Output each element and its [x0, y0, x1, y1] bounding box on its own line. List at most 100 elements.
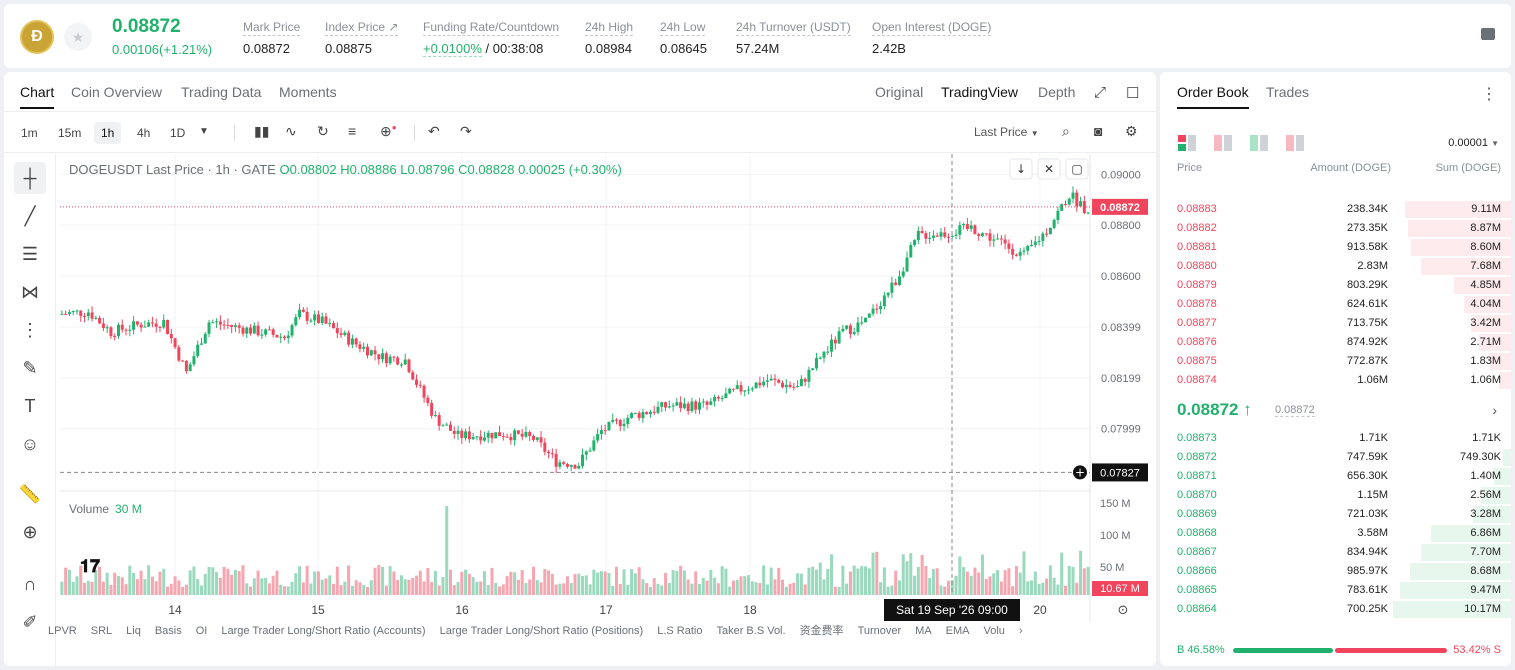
expand-icon[interactable]: ⤢ — [1094, 84, 1107, 101]
view-both-icon[interactable] — [1178, 135, 1196, 151]
search-icon[interactable]: ⌕ — [1062, 123, 1070, 139]
indicator-item[interactable]: Large Trader Long/Short Ratio (Positions… — [439, 625, 644, 637]
ask-row[interactable]: 0.08879 803.29K 4.85M — [1160, 276, 1511, 295]
ask-row[interactable]: 0.08881 913.58K 8.60M — [1160, 238, 1511, 257]
templates-icon[interactable]: ≡ — [348, 123, 357, 139]
volume-bar — [120, 577, 124, 595]
timeframe-1h[interactable]: 1h — [94, 122, 122, 144]
timeframe-dropdown-icon[interactable]: ▼ — [199, 126, 209, 137]
candle-body — [241, 327, 245, 334]
ask-row[interactable]: 0.08874 1.06M 1.06M — [1160, 371, 1511, 390]
bid-row[interactable]: 0.08865 783.61K 9.47M — [1160, 581, 1511, 600]
candle-type-icon[interactable]: ▮▮ — [254, 123, 270, 139]
tab-coin-overview[interactable]: Coin Overview — [71, 84, 163, 100]
stat-index-price[interactable]: Index Price ↗ 0.08875 — [325, 20, 399, 56]
bid-row[interactable]: 0.08868 3.58M 6.86M — [1160, 524, 1511, 543]
brush-icon[interactable]: ✎ — [22, 358, 38, 378]
favorite-star-icon[interactable]: ★ — [64, 23, 92, 51]
indicator-item[interactable]: MA — [915, 625, 932, 637]
ask-row[interactable]: 0.08877 713.75K 3.42M — [1160, 314, 1511, 333]
candle-body — [724, 393, 728, 399]
candle-body — [637, 412, 641, 419]
view-bids-icon[interactable] — [1250, 135, 1268, 151]
timeframe-15m[interactable]: 15m — [58, 126, 82, 140]
indicator-item[interactable]: Taker B.S Vol. — [716, 625, 786, 637]
candle-body — [558, 462, 562, 467]
redo-icon[interactable]: ↷ — [460, 123, 472, 139]
ruler-icon[interactable]: 📏 — [18, 484, 42, 504]
bid-row[interactable]: 0.08869 721.03K 3.28M — [1160, 505, 1511, 524]
gear-icon[interactable]: ⚙ — [1125, 123, 1138, 139]
tab-chart[interactable]: Chart — [20, 84, 55, 109]
magnet-icon[interactable]: ∩ — [23, 574, 37, 594]
ask-row[interactable]: 0.08875 772.87K 1.83M — [1160, 352, 1511, 371]
camera-icon[interactable]: ◙ — [1094, 123, 1103, 139]
tab-order-book[interactable]: Order Book — [1177, 84, 1249, 109]
ask-row[interactable]: 0.08880 2.83M 7.68M — [1160, 257, 1511, 276]
view-tradingview[interactable]: TradingView — [941, 84, 1019, 100]
pencil-lock-icon[interactable]: ✐ — [22, 612, 38, 632]
replay-icon[interactable]: ↻ — [317, 123, 329, 139]
view-asks-icon[interactable] — [1214, 135, 1232, 151]
tab-moments[interactable]: Moments — [279, 84, 337, 100]
indicators-icon[interactable]: ∿ — [285, 123, 297, 139]
y-tick-label: 0.08800 — [1101, 220, 1141, 232]
fibonacci-icon[interactable]: ⋮ — [21, 320, 39, 340]
zoom-in-icon[interactable]: ⊕ — [22, 522, 38, 542]
price-type-select[interactable]: Last Price ▼ — [974, 125, 1039, 139]
ask-row[interactable]: 0.08882 273.35K 8.87M — [1160, 219, 1511, 238]
timeframe-1m[interactable]: 1m — [21, 126, 38, 140]
ask-row[interactable]: 0.08878 624.61K 4.04M — [1160, 295, 1511, 314]
add-indicator-icon[interactable]: ⊕● — [380, 123, 397, 139]
window-icon[interactable]: ☐ — [1126, 85, 1140, 102]
indicator-item[interactable]: Turnover — [857, 625, 902, 637]
text-icon[interactable]: T — [24, 396, 36, 416]
indicator-item[interactable]: Large Trader Long/Short Ratio (Accounts) — [221, 625, 426, 637]
maximize-pane-icon-frame — [1065, 158, 1089, 180]
candle-body — [671, 405, 675, 407]
indicator-item[interactable]: L.S Ratio — [657, 625, 703, 637]
emoji-icon[interactable]: ☺ — [20, 434, 40, 454]
trendline-icon[interactable]: ╱ — [24, 206, 36, 226]
chevron-right-icon[interactable]: › — [1492, 402, 1497, 418]
candle-body — [894, 282, 898, 286]
indicator-item[interactable]: 资金费率 — [799, 625, 844, 637]
ask-row[interactable]: 0.08876 874.92K 2.71M — [1160, 333, 1511, 352]
volume-bar — [1063, 585, 1067, 595]
chevron-right-icon[interactable]: › — [1018, 625, 1023, 637]
view-original[interactable]: Original — [875, 84, 924, 100]
indicator-item[interactable]: Volu — [983, 625, 1005, 637]
bid-row[interactable]: 0.08870 1.15M 2.56M — [1160, 486, 1511, 505]
volume-bar — [154, 581, 158, 595]
indicator-item[interactable]: OI — [195, 625, 208, 637]
volume-bar — [456, 581, 460, 595]
bid-row[interactable]: 0.08871 656.30K 1.40M — [1160, 467, 1511, 486]
tab-trades[interactable]: Trades — [1266, 84, 1310, 100]
bid-row[interactable]: 0.08866 985.97K 8.68M — [1160, 562, 1511, 581]
precision-select[interactable]: 0.00001 ▼ — [1448, 137, 1499, 149]
view-depth[interactable]: Depth — [1038, 84, 1076, 100]
bid-row[interactable]: 0.08864 700.25K 10.17M — [1160, 600, 1511, 619]
bid-row[interactable]: 0.08873 1.71K 1.71K — [1160, 429, 1511, 448]
indicator-item[interactable]: EMA — [945, 625, 970, 637]
timeframe-1d[interactable]: 1D — [170, 126, 186, 140]
order-amount: 783.61K — [1347, 584, 1388, 596]
ask-row[interactable]: 0.08883 238.34K 9.11M — [1160, 200, 1511, 219]
view-sells-icon[interactable] — [1286, 135, 1304, 151]
candle-body — [739, 385, 743, 392]
more-options-icon[interactable]: ⋮ — [1481, 86, 1497, 103]
tab-trading-data[interactable]: Trading Data — [181, 84, 262, 100]
bid-row[interactable]: 0.08867 834.94K 7.70M — [1160, 543, 1511, 562]
crosshair-icon[interactable]: ┼ — [14, 162, 46, 194]
pattern-icon[interactable]: ⋈ — [21, 282, 39, 302]
bid-row[interactable]: 0.08872 747.59K 749.30K — [1160, 448, 1511, 467]
price-chart[interactable]: 0.09000 0.08800 0.08600 0.08399 0.08199 0.079… — [60, 154, 1154, 622]
timeframe-4h[interactable]: 4h — [137, 126, 151, 140]
indicator-item[interactable]: SRL — [90, 625, 113, 637]
indicator-item[interactable]: Liq — [126, 625, 141, 637]
indicator-item[interactable]: LPVR — [48, 625, 77, 637]
horizontal-lines-icon[interactable]: ☰ — [21, 244, 39, 264]
book-icon[interactable] — [1481, 28, 1495, 40]
indicator-item[interactable]: Basis — [154, 625, 182, 637]
undo-icon[interactable]: ↶ — [428, 123, 440, 139]
